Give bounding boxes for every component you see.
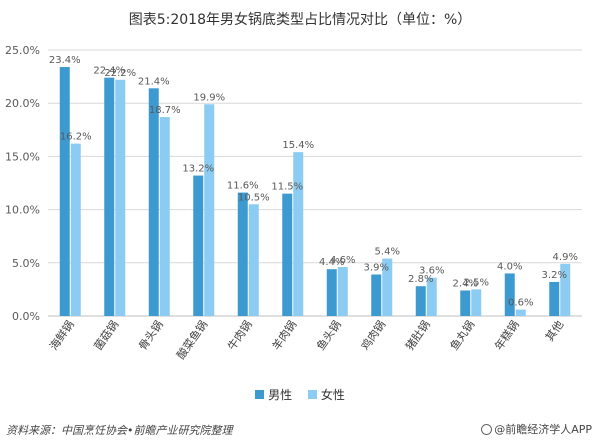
bar <box>371 274 382 316</box>
data-label: 15.4% <box>282 140 314 151</box>
data-label: 4.9% <box>553 252 578 263</box>
x-tick-label: 其他 <box>543 318 566 343</box>
chart-title: 图表5:2018年男女锅底类型占比情况对比（单位：%） <box>128 12 472 28</box>
legend-item-male: 男性 <box>255 386 292 403</box>
data-label: 0.6% <box>508 298 533 309</box>
bars <box>59 67 571 317</box>
bar <box>59 67 70 316</box>
data-label: 19.9% <box>193 92 225 103</box>
data-label: 18.7% <box>149 105 181 116</box>
bar <box>415 286 426 316</box>
data-label: 21.4% <box>138 76 170 87</box>
data-label: 3.6% <box>419 266 444 277</box>
bar <box>282 193 293 316</box>
bar <box>515 309 526 316</box>
data-label: 16.2% <box>60 132 92 143</box>
data-label: 2.4% <box>453 278 478 289</box>
brand-logo-icon <box>481 424 493 435</box>
data-label: 23.4% <box>49 55 81 66</box>
data-label: 22.2% <box>104 68 136 79</box>
x-axis-ticks: 海鲜锅 菌菇锅 骨头锅 酸菜鱼锅 牛肉锅 羊肉锅 鱼头锅 鸡肉锅 猪肚锅 鱼丸锅 年糕锅 其他 <box>46 318 566 362</box>
bar <box>115 79 126 317</box>
x-tick-label: 年糕锅 <box>491 318 521 353</box>
data-label: 2.5% <box>464 277 489 288</box>
x-tick-label: 羊肉锅 <box>269 318 299 353</box>
bar <box>104 77 115 316</box>
bar <box>159 117 170 316</box>
data-label: 11.5% <box>271 182 303 193</box>
bar <box>382 258 393 316</box>
bar <box>471 289 482 316</box>
bar <box>70 143 81 316</box>
x-tick-label: 猪肚锅 <box>402 318 432 353</box>
legend-swatch-female <box>307 390 317 399</box>
x-tick-label: 鸡肉锅 <box>358 318 388 353</box>
data-label: 4.0% <box>497 261 522 272</box>
data-label: 10.5% <box>238 192 270 203</box>
bar <box>560 263 571 316</box>
bar <box>248 204 259 316</box>
data-label: 3.2% <box>542 270 567 281</box>
x-tick-label: 鱼头锅 <box>313 318 343 353</box>
bar <box>460 290 471 316</box>
bar <box>193 175 204 316</box>
x-tick-label: 酸菜鱼锅 <box>174 318 211 362</box>
bar <box>426 277 437 316</box>
data-label: 5.4% <box>375 247 400 258</box>
y-axis-ticks: 0.0% 5.0% 10.0% 15.0% 20.0% 25.0% <box>5 44 40 323</box>
legend-swatch-male <box>255 390 265 399</box>
data-labels: 23.4% 16.2% 22.4%22.2%21.4% 18.7% 13.2% 19.9%… <box>49 55 578 309</box>
legend-label-male: 男性 <box>268 388 293 402</box>
brand-credit: @前瞻经济学人APP <box>481 421 592 437</box>
x-tick-label: 鱼丸锅 <box>447 318 477 353</box>
legend-item-female: 女性 <box>307 386 345 403</box>
bar <box>504 273 515 316</box>
gridlines <box>48 49 582 317</box>
y-tick-label: 15.0% <box>5 150 40 163</box>
bar <box>293 152 304 316</box>
x-tick-label: 骨头锅 <box>136 318 166 352</box>
bar <box>204 104 215 316</box>
brand-text: @前瞻经济学人APP <box>494 423 592 436</box>
data-label: 11.6% <box>227 181 259 192</box>
x-tick-label: 牛肉锅 <box>224 318 254 353</box>
data-label: 2.8% <box>408 274 433 285</box>
legend: 男性 女性 <box>0 386 600 403</box>
data-label: 4.4% <box>319 257 344 268</box>
bar <box>549 281 560 316</box>
data-label: 13.2% <box>182 164 214 175</box>
y-tick-label: 25.0% <box>5 44 40 57</box>
bar <box>148 88 159 316</box>
x-tick-label: 菌菇锅 <box>91 318 121 353</box>
y-tick-label: 5.0% <box>12 257 40 270</box>
data-label: 22.4% <box>93 66 125 77</box>
data-label: 4.6% <box>330 255 355 266</box>
source-note: 资料来源：中国烹饪协会•前瞻产业研究院整理 <box>6 424 233 437</box>
data-label: 3.9% <box>364 263 389 274</box>
y-tick-label: 10.0% <box>5 204 40 217</box>
y-tick-label: 0.0% <box>12 310 40 323</box>
bar <box>237 192 248 316</box>
bar <box>326 269 337 316</box>
bar <box>337 267 348 316</box>
x-tick-label: 海鲜锅 <box>46 318 76 353</box>
legend-label-female: 女性 <box>320 388 345 402</box>
y-tick-label: 20.0% <box>5 97 40 110</box>
